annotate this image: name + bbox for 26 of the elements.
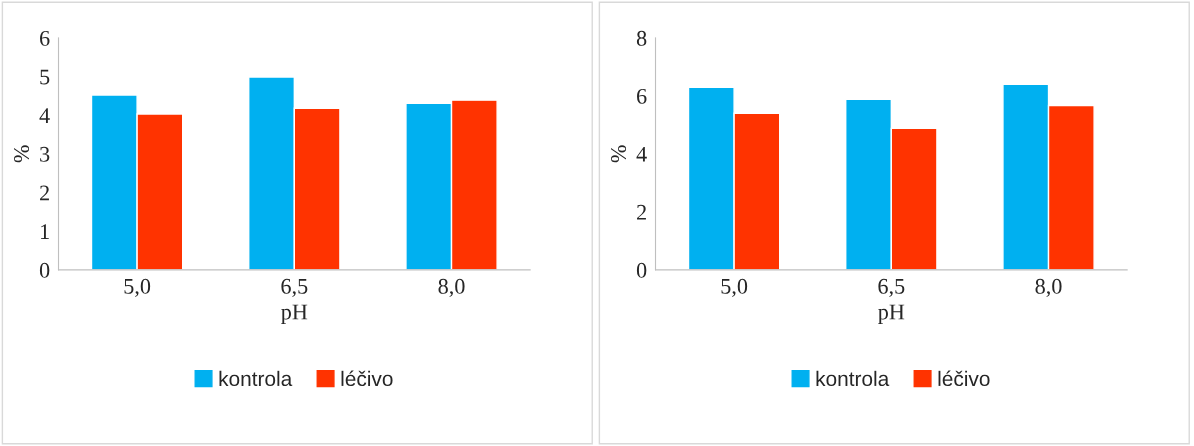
x-axis-title: pH [281, 304, 308, 325]
legend-label: kontrola [219, 370, 293, 387]
y-tick-label: 5 [40, 69, 50, 85]
y-axis-title: % [611, 145, 627, 163]
x-tick-label: 8,0 [1035, 278, 1062, 297]
legend-label: léčivo [938, 370, 990, 387]
y-tick-label: 6 [637, 88, 647, 104]
y-axis-title: % [14, 145, 30, 163]
y-tick-label: 0 [39, 262, 50, 278]
x-tick-label: 5,0 [721, 278, 748, 297]
y-tick-label: 8 [636, 30, 647, 46]
y-tick-label: 0 [636, 262, 647, 278]
x-tick-label: 8,0 [438, 278, 465, 297]
legend-label: léčivo [341, 370, 393, 387]
legend-label: kontrola [816, 370, 890, 387]
y-tick-label: 4 [636, 146, 647, 162]
y-tick-label: 2 [637, 204, 646, 220]
y-tick-label: 3 [40, 146, 50, 162]
x-axis-title: pH [878, 304, 905, 325]
x-tick-label: 6,5 [878, 278, 905, 297]
y-tick-label: 6 [40, 30, 50, 46]
y-tick-label: 4 [39, 108, 50, 123]
y-tick-label: 2 [40, 185, 49, 201]
x-tick-label: 6,5 [281, 278, 308, 297]
y-tick-label: 1 [41, 224, 49, 239]
x-tick-label: 5,0 [124, 278, 151, 297]
